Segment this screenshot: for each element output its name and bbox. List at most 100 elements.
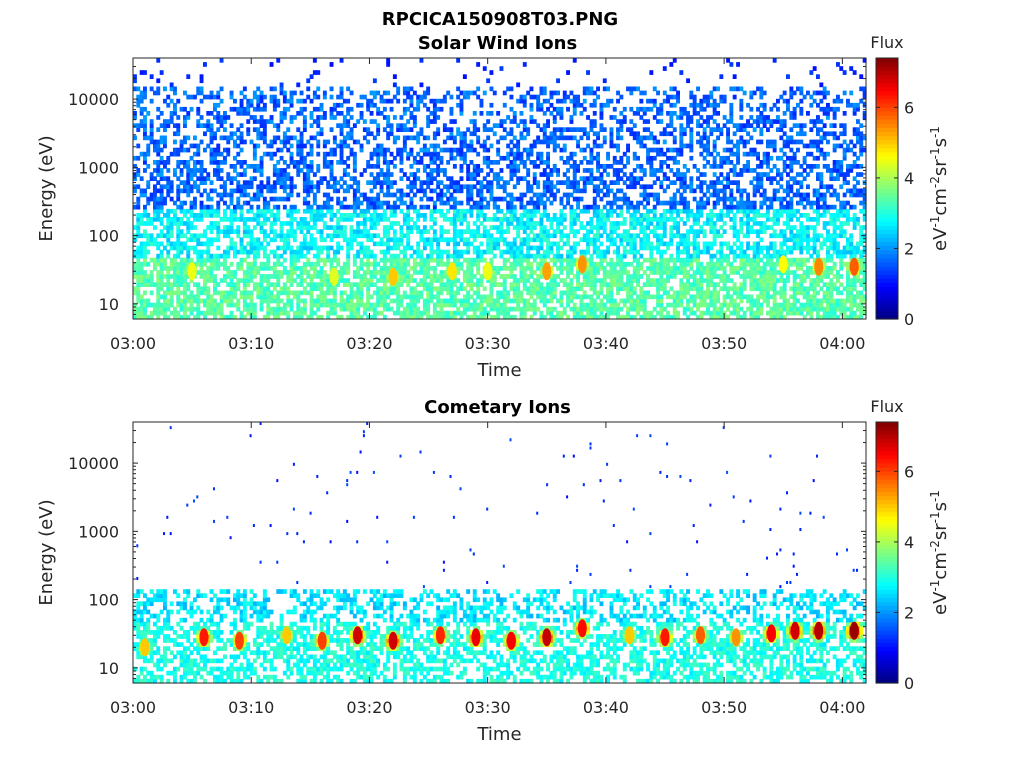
colorbar-band: [876, 274, 898, 279]
colorbar-band: [876, 426, 898, 431]
colorbar-band: [876, 87, 898, 92]
colorbar-band: [876, 540, 898, 545]
colorbar-band: [876, 614, 898, 619]
colorbar-band: [876, 111, 898, 116]
colorbar-band: [876, 229, 898, 234]
colorbar-band: [876, 659, 898, 664]
colorbar-band: [876, 451, 898, 456]
colorbar-band: [876, 62, 898, 67]
colorbar-band: [876, 601, 898, 606]
colorbar-band: [876, 646, 898, 651]
colorbar-band: [876, 516, 898, 521]
colorbar-band: [876, 225, 898, 230]
colorbar-unit-label: eV-1cm-2sr-1s-1: [928, 126, 951, 251]
colorbar-band: [876, 237, 898, 242]
colorbar-band: [876, 82, 898, 87]
colorbar-band: [876, 278, 898, 283]
y-tick-label: 1000: [78, 522, 119, 541]
hotspot-mark: [507, 632, 516, 650]
colorbar-band: [876, 311, 898, 316]
colorbar-band: [876, 66, 898, 71]
colorbar-band: [876, 221, 898, 226]
colorbar-band: [876, 103, 898, 108]
colorbar-band: [876, 160, 898, 165]
colorbar-band: [876, 213, 898, 218]
y-axis-label: Energy (eV): [36, 499, 57, 605]
colorbar-band: [876, 581, 898, 586]
colorbar-band: [876, 663, 898, 668]
colorbar-band: [876, 270, 898, 275]
colorbar-band: [876, 654, 898, 659]
colorbar-band: [876, 553, 898, 558]
hotspot-mark: [448, 262, 457, 280]
hotspot-mark: [814, 622, 823, 640]
colorbar-band: [876, 504, 898, 509]
colorbar-band: [876, 307, 898, 312]
hotspot-mark: [791, 622, 800, 640]
colorbar-band: [876, 123, 898, 128]
hotspot-mark: [199, 628, 208, 646]
y-tick-label: 10: [99, 295, 119, 314]
colorbar-tick-label: 4: [904, 533, 914, 552]
hotspot-mark: [732, 628, 741, 646]
colorbar-band: [876, 152, 898, 157]
colorbar-band: [876, 597, 898, 602]
colorbar-band: [876, 58, 898, 63]
colorbar-band: [876, 675, 898, 680]
colorbar-band: [876, 189, 898, 194]
colorbar-band: [876, 115, 898, 120]
hotspot-mark: [578, 619, 587, 637]
colorbar-band: [876, 303, 898, 308]
hotspot-mark: [389, 632, 398, 650]
hotspot-mark: [542, 628, 551, 646]
colorbar-band: [876, 495, 898, 500]
colorbar-band: [876, 422, 898, 427]
colorbar-band: [876, 168, 898, 173]
colorbar-band: [876, 487, 898, 492]
x-tick-label: 03:40: [583, 698, 629, 717]
colorbar-band: [876, 565, 898, 570]
colorbar-tick-label: 0: [904, 310, 914, 329]
colorbar-band: [876, 209, 898, 214]
colorbar-band: [876, 233, 898, 238]
colorbar-band: [876, 634, 898, 639]
x-tick-label: 04:00: [819, 698, 865, 717]
x-tick-label: 03:20: [346, 698, 392, 717]
colorbar-band: [876, 99, 898, 104]
colorbar-band: [876, 295, 898, 300]
hotspot-mark: [471, 628, 480, 646]
x-tick-label: 04:00: [819, 334, 865, 353]
colorbar-band: [876, 671, 898, 676]
colorbar-band: [876, 217, 898, 222]
x-tick-label: 03:00: [110, 698, 156, 717]
colorbar-band: [876, 569, 898, 574]
colorbar-band: [876, 70, 898, 75]
colorbar-band: [876, 172, 898, 177]
colorbar-band: [876, 548, 898, 553]
hotspot-mark: [318, 632, 327, 650]
colorbar-band: [876, 479, 898, 484]
hotspot-mark: [696, 626, 705, 644]
colorbar-band: [876, 442, 898, 447]
x-axis-label: Time: [476, 360, 521, 381]
hotspot-mark: [483, 262, 492, 280]
colorbar-band: [876, 650, 898, 655]
y-tick-label: 1000: [78, 158, 119, 177]
y-tick-label: 10000: [68, 454, 119, 473]
colorbar-band: [876, 290, 898, 295]
colorbar-band: [876, 135, 898, 140]
hotspot-mark: [578, 255, 587, 273]
hotspot-mark: [814, 258, 823, 276]
colorbar-band: [876, 467, 898, 472]
colorbar-band: [876, 91, 898, 96]
y-tick-label: 10000: [68, 90, 119, 109]
colorbar-band: [876, 262, 898, 267]
colorbar-band: [876, 299, 898, 304]
colorbar-unit-label: eV-1cm-2sr-1s-1: [928, 490, 951, 615]
hotspot-mark: [353, 626, 362, 644]
x-tick-label: 03:50: [701, 334, 747, 353]
colorbar-band: [876, 282, 898, 287]
hotspot-mark: [767, 624, 776, 642]
